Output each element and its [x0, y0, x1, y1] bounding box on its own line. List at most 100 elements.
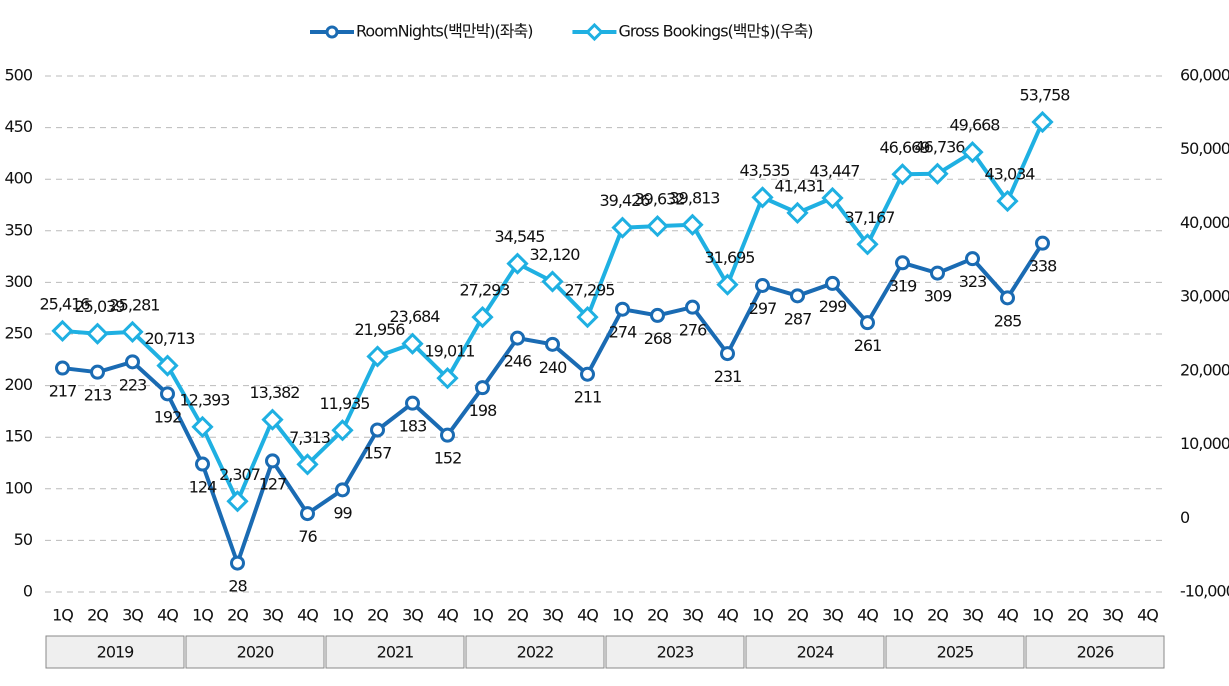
- marker: [786, 201, 809, 225]
- marker: [755, 277, 770, 293]
- data-label: 297: [749, 299, 777, 318]
- data-label: 46,736: [915, 137, 966, 156]
- data-label: 12,393: [180, 390, 230, 409]
- x-tick-label: 2Q: [927, 606, 948, 625]
- legend-label: Gross Bookings(백만$)(우축): [618, 22, 812, 41]
- year-label: 2020: [237, 643, 275, 662]
- marker: [331, 419, 354, 442]
- marker: [856, 233, 879, 256]
- data-label: 41,431: [775, 176, 825, 195]
- y2-tick-label: 50,000: [1180, 139, 1229, 158]
- data-label: 76: [298, 527, 317, 546]
- x-tick-label: 2Q: [647, 606, 668, 625]
- x-tick-label: 4Q: [1137, 606, 1158, 625]
- marker: [930, 265, 945, 281]
- y2-tick-label: 20,000: [1180, 360, 1229, 379]
- marker: [506, 252, 529, 275]
- x-tick-label: 4Q: [997, 606, 1018, 625]
- data-label: 31,695: [705, 248, 755, 267]
- data-label: 261: [854, 336, 882, 355]
- y-tick-label: 200: [4, 375, 32, 394]
- y2-tick-label: 10,000: [1180, 434, 1229, 453]
- marker: [90, 364, 105, 380]
- marker: [370, 422, 385, 438]
- year-box: [1025, 635, 1165, 669]
- x-tick-label: 1Q: [472, 606, 493, 625]
- marker: [226, 490, 249, 513]
- marker: [401, 332, 424, 355]
- year-label: 2021: [377, 643, 414, 662]
- data-label: 21,956: [355, 320, 406, 339]
- data-label: 27,295: [565, 281, 615, 300]
- data-label: 39,632: [635, 190, 685, 209]
- data-label: 323: [959, 272, 987, 291]
- data-label: 32,120: [530, 245, 581, 264]
- data-label: 157: [364, 443, 392, 462]
- x-tick-label: 4Q: [437, 606, 458, 625]
- marker: [860, 315, 875, 331]
- x-tick-label: 1Q: [1032, 606, 1053, 625]
- year-box: [885, 635, 1025, 669]
- data-label: 2,307: [219, 465, 260, 484]
- x-tick-label: 2Q: [227, 606, 248, 625]
- data-label: 99: [333, 503, 352, 522]
- marker: [825, 275, 840, 291]
- data-label: 285: [994, 311, 1022, 330]
- data-label: 192: [154, 407, 182, 426]
- x-tick-label: 3Q: [962, 606, 983, 625]
- x-tick-label: 4Q: [297, 606, 318, 625]
- marker: [576, 305, 599, 329]
- marker: [1000, 290, 1015, 306]
- x-tick-label: 3Q: [682, 606, 703, 625]
- marker: [580, 366, 595, 382]
- marker: [821, 186, 844, 210]
- data-label: 240: [539, 358, 567, 377]
- data-label: 152: [434, 449, 462, 468]
- y2-tick-label: -10,000: [1180, 582, 1229, 601]
- marker: [156, 354, 179, 377]
- year-label: 2025: [937, 643, 974, 662]
- x-tick-label: 4Q: [857, 606, 878, 625]
- x-tick-label: 4Q: [157, 606, 178, 625]
- year-box: [45, 635, 185, 669]
- marker: [265, 453, 280, 469]
- data-label: 246: [504, 352, 532, 371]
- marker: [646, 215, 669, 238]
- data-label: 34,545: [495, 227, 545, 246]
- y2-tick-label: 40,000: [1180, 213, 1229, 232]
- legend-marker: [325, 25, 339, 39]
- data-label: 46,669: [880, 138, 931, 157]
- x-tick-label: 3Q: [262, 606, 283, 625]
- marker: [790, 288, 805, 304]
- data-label: 49,668: [950, 116, 1001, 135]
- marker: [716, 273, 739, 296]
- x-tick-label: 1Q: [52, 606, 73, 625]
- y-tick-label: 400: [4, 169, 32, 188]
- marker: [1031, 110, 1054, 134]
- marker: [436, 367, 459, 390]
- data-label: 25,039: [75, 297, 126, 316]
- marker: [965, 251, 980, 267]
- year-label: 2026: [1077, 643, 1115, 662]
- x-tick-label: 1Q: [332, 606, 353, 625]
- data-label: 19,011: [425, 342, 475, 361]
- data-label: 223: [119, 375, 147, 394]
- marker: [86, 322, 109, 345]
- legend-label: RoomNights(백만박)(좌축): [356, 22, 532, 41]
- data-label: 7,313: [289, 428, 330, 447]
- data-label: 43,034: [985, 165, 1036, 184]
- data-label: 217: [49, 382, 77, 401]
- data-label: 319: [889, 276, 917, 295]
- marker: [230, 555, 245, 571]
- marker: [160, 386, 175, 402]
- data-label: 287: [784, 309, 812, 328]
- x-tick-label: 2Q: [367, 606, 388, 625]
- marker: [440, 427, 455, 443]
- marker: [541, 270, 564, 293]
- marker: [510, 330, 525, 346]
- legend-marker: [585, 22, 604, 42]
- data-label: 276: [679, 321, 707, 340]
- x-tick-label: 4Q: [577, 606, 598, 625]
- x-tick-label: 3Q: [122, 606, 143, 625]
- marker: [996, 189, 1019, 213]
